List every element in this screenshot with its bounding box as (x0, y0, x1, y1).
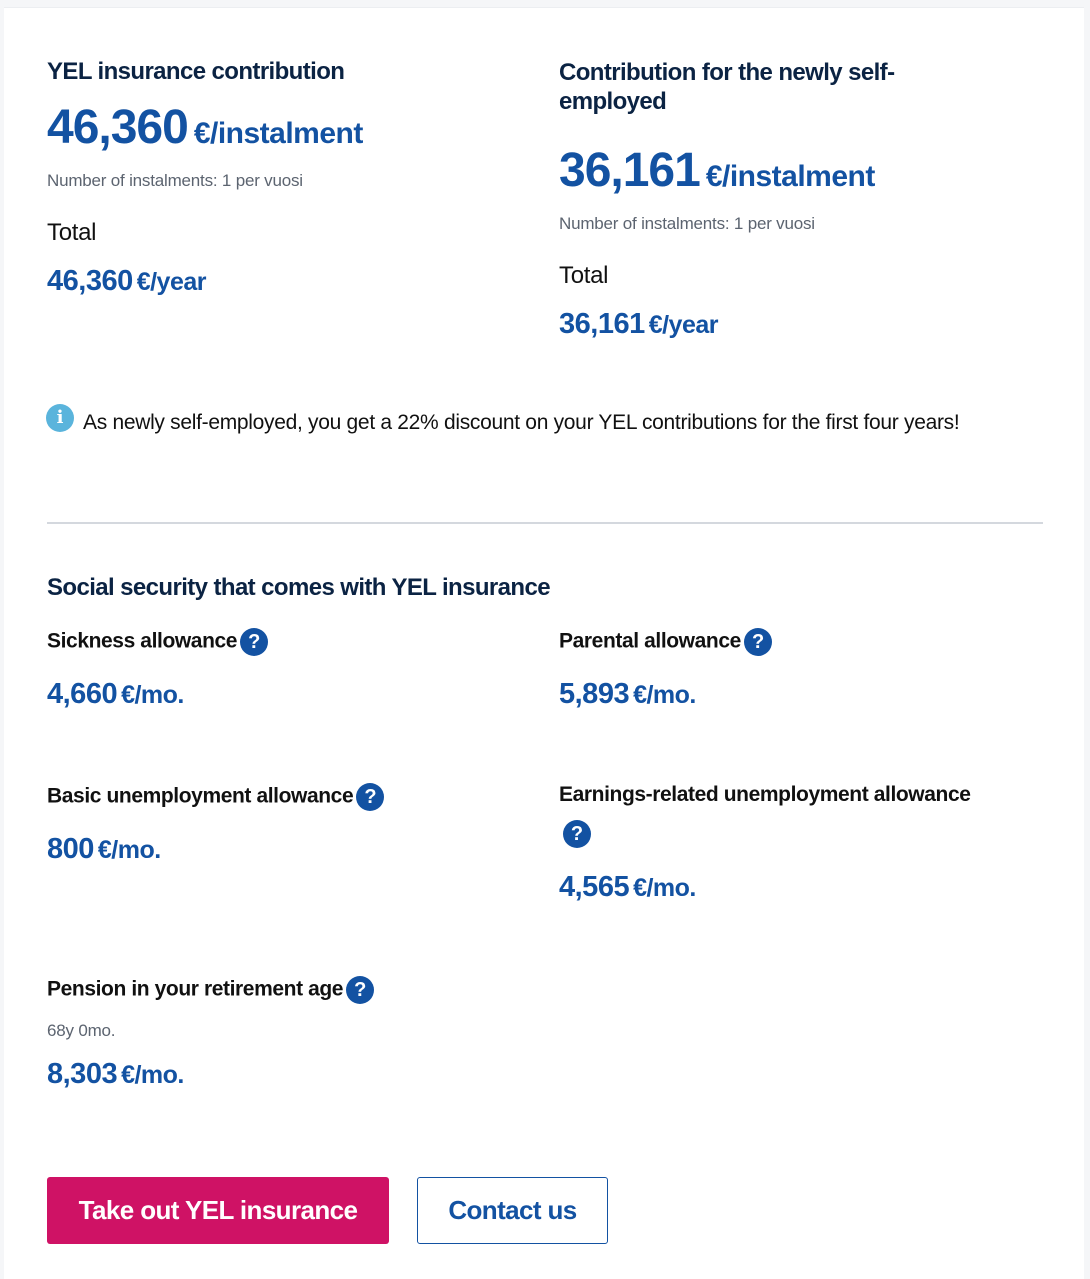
amount-value: 4,660 (47, 678, 118, 710)
label-text: Pension in your retirement age (47, 977, 344, 1001)
amount-value: 5,893 (559, 678, 630, 710)
total-value: 36,161 (559, 308, 645, 340)
instalments-info: Number of instalments: 1 per vuosi (559, 214, 815, 233)
amount-unit: €/instalment (705, 160, 876, 193)
amount-value: 46,360 (47, 101, 189, 154)
retirement-age: 68y 0mo. (47, 1021, 116, 1040)
label-text: Basic unemployment allowance (47, 784, 354, 808)
parental-allowance-label: Parental allowance? (559, 628, 772, 656)
instalments-info: Number of instalments: 1 per vuosi (47, 171, 303, 190)
amount-value: 4,565 (559, 871, 630, 903)
results-card: YEL insurance contribution 46,360 €/insta… (4, 7, 1084, 1279)
help-icon[interactable]: ? (240, 628, 269, 656)
amount-unit: €/mo. (97, 836, 161, 864)
total-amount: 46,360 €/year (47, 265, 207, 298)
total-amount: 36,161 €/year (559, 308, 719, 341)
total-value: 46,360 (47, 265, 133, 297)
take-out-yel-insurance-button[interactable]: Take out YEL insurance (47, 1177, 389, 1244)
newly-self-employed-title: Contribution for the newly self- employe… (559, 58, 895, 116)
amount-unit: €/mo. (121, 681, 184, 709)
sickness-allowance-amount: 4,660 €/mo. (47, 678, 184, 711)
social-security-heading: Social security that comes with YEL insu… (47, 574, 551, 601)
amount-unit: €/instalment (193, 117, 364, 150)
label-text: Parental allowance (559, 629, 741, 653)
help-icon[interactable]: ? (356, 783, 385, 811)
basic-unemployment-label: Basic unemployment allowance? (47, 783, 385, 811)
total-unit: €/year (648, 311, 719, 339)
basic-unemployment-amount: 800 €/mo. (47, 833, 161, 866)
contribution-amount: 46,360 €/instalment (47, 100, 363, 155)
amount-value: 8,303 (47, 1058, 118, 1090)
help-icon[interactable]: ? (346, 976, 375, 1004)
divider (47, 522, 1043, 524)
contribution-title: YEL insurance contribution (47, 58, 345, 85)
total-label: Total (559, 262, 609, 289)
earnings-unemployment-amount: 4,565 €/mo. (559, 871, 696, 904)
amount-value: 800 (47, 833, 94, 865)
label-text: Sickness allowance (47, 629, 238, 653)
newly-self-employed-amount: 36,161 €/instalment (559, 143, 875, 198)
discount-info-text: As newly self-employed, you get a 22% di… (83, 411, 960, 434)
sickness-allowance-label: Sickness allowance? (47, 628, 269, 656)
label-text: Earnings-related unemployment allowance (559, 783, 971, 806)
help-icon[interactable]: ? (563, 820, 591, 848)
title-line: Contribution for the newly self- (559, 59, 895, 86)
contact-us-button[interactable]: Contact us (417, 1177, 608, 1244)
pension-amount: 8,303 €/mo. (47, 1058, 184, 1091)
info-icon: i (46, 404, 74, 432)
amount-unit: €/mo. (121, 1061, 184, 1089)
help-icon[interactable]: ? (743, 628, 772, 656)
amount-value: 36,161 (559, 144, 701, 197)
parental-allowance-amount: 5,893 €/mo. (559, 678, 696, 711)
pension-label: Pension in your retirement age? (47, 976, 375, 1004)
title-line: employed (559, 88, 667, 115)
total-unit: €/year (136, 268, 207, 296)
total-label: Total (47, 219, 97, 246)
earnings-unemployment-label: Earnings-related unemployment allowance (559, 783, 971, 807)
amount-unit: €/mo. (633, 681, 696, 709)
amount-unit: €/mo. (633, 874, 696, 902)
